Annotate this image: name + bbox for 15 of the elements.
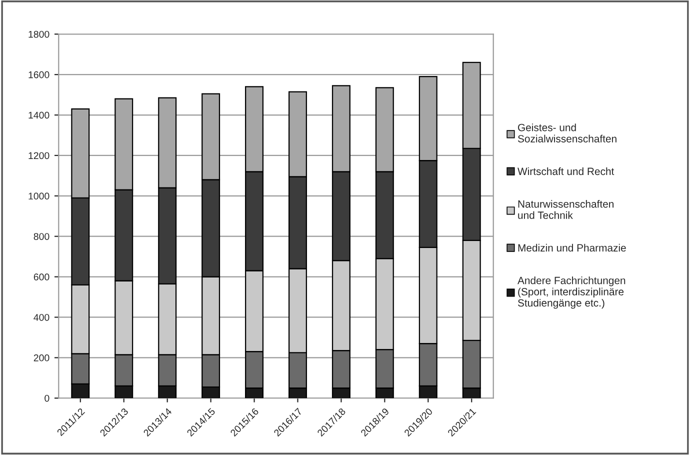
y-tick-label: 1600 (28, 71, 50, 78)
y-tick-label: 600 (34, 274, 50, 280)
legend-label: Naturwissenschaften und Technik (518, 200, 614, 219)
legend-label: Andere Fachrichtungen (Sport, interdisziplinäre Studiengänge etc.) (518, 276, 626, 309)
legend-label: Geistes- und Sozialwissenschaften (518, 124, 616, 142)
y-tick-label: 1000 (28, 192, 50, 200)
y-tick-label: 1200 (28, 152, 50, 160)
y-tick-label: 800 (34, 233, 50, 240)
y-tick-label: 0 (44, 394, 50, 402)
y-tick-label: 200 (34, 354, 50, 362)
y-tick-label: 400 (34, 314, 50, 321)
y-tick-label: 1800 (28, 30, 50, 38)
y-tick-label: 1400 (28, 112, 50, 119)
legend-label: Medizin und Pharmazie (518, 244, 626, 252)
legend-label: Wirtschaft und Recht (518, 167, 614, 176)
